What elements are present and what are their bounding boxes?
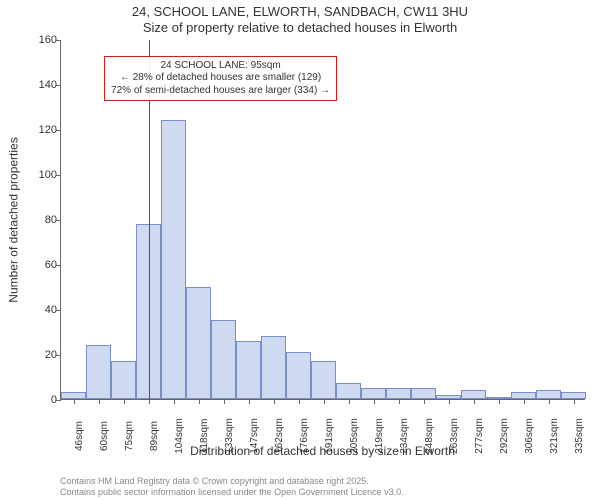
y-tick-mark — [56, 310, 61, 311]
y-tick-mark — [56, 40, 61, 41]
x-tick-mark — [449, 399, 450, 404]
x-tick-mark — [199, 399, 200, 404]
x-tick-mark — [174, 399, 175, 404]
x-tick-mark — [374, 399, 375, 404]
annotation-line: ← 28% of detached houses are smaller (12… — [111, 72, 330, 85]
x-tick-mark — [524, 399, 525, 404]
annotation-line: 24 SCHOOL LANE: 95sqm — [111, 60, 330, 73]
y-tick-label: 20 — [23, 349, 57, 361]
y-axis-label: Number of detached properties — [6, 40, 22, 400]
footer-line-1: Contains HM Land Registry data © Crown c… — [60, 476, 585, 487]
x-tick-mark — [424, 399, 425, 404]
y-tick-label: 140 — [23, 79, 57, 91]
y-tick-mark — [56, 175, 61, 176]
histogram-bar — [536, 390, 561, 399]
chart-title-main: 24, SCHOOL LANE, ELWORTH, SANDBACH, CW11… — [0, 4, 600, 19]
histogram-bar — [111, 361, 136, 399]
histogram-bar — [261, 336, 286, 399]
histogram-bar — [286, 352, 311, 399]
x-tick-mark — [399, 399, 400, 404]
y-tick-label: 120 — [23, 124, 57, 136]
histogram-bar — [511, 392, 536, 399]
histogram-bar — [361, 388, 386, 399]
histogram-bar — [211, 320, 236, 399]
x-tick-mark — [349, 399, 350, 404]
chart-container: 24, SCHOOL LANE, ELWORTH, SANDBACH, CW11… — [0, 0, 600, 500]
y-tick-label: 40 — [23, 304, 57, 316]
y-tick-label: 60 — [23, 259, 57, 271]
x-tick-mark — [499, 399, 500, 404]
x-tick-mark — [124, 399, 125, 404]
histogram-bar — [61, 392, 86, 399]
histogram-bar — [186, 287, 211, 400]
x-axis-label: Distribution of detached houses by size … — [60, 444, 585, 458]
y-tick-mark — [56, 355, 61, 356]
y-tick-label: 100 — [23, 169, 57, 181]
plot-area: 02040608010012014016046sqm60sqm75sqm89sq… — [60, 40, 585, 400]
y-tick-label: 160 — [23, 34, 57, 46]
footer-line-2: Contains public sector information licen… — [60, 487, 585, 498]
x-tick-mark — [249, 399, 250, 404]
histogram-bar — [311, 361, 336, 399]
x-tick-mark — [474, 399, 475, 404]
annotation-box: 24 SCHOOL LANE: 95sqm← 28% of detached h… — [104, 56, 337, 102]
y-tick-mark — [56, 265, 61, 266]
histogram-bar — [561, 392, 586, 399]
y-tick-mark — [56, 400, 61, 401]
x-tick-mark — [299, 399, 300, 404]
x-tick-mark — [74, 399, 75, 404]
histogram-bar — [161, 120, 186, 399]
y-tick-label: 0 — [23, 394, 57, 406]
y-tick-mark — [56, 220, 61, 221]
chart-footer: Contains HM Land Registry data © Crown c… — [60, 476, 585, 499]
chart-title-sub: Size of property relative to detached ho… — [0, 20, 600, 35]
x-tick-mark — [99, 399, 100, 404]
histogram-bar — [411, 388, 436, 399]
histogram-bar — [386, 388, 411, 399]
y-tick-mark — [56, 85, 61, 86]
histogram-bar — [86, 345, 111, 399]
x-tick-mark — [274, 399, 275, 404]
y-tick-mark — [56, 130, 61, 131]
x-tick-mark — [324, 399, 325, 404]
x-tick-mark — [549, 399, 550, 404]
x-tick-mark — [574, 399, 575, 404]
histogram-bar — [236, 341, 261, 400]
histogram-bar — [336, 383, 361, 399]
y-tick-label: 80 — [23, 214, 57, 226]
annotation-line: 72% of semi-detached houses are larger (… — [111, 85, 330, 98]
x-tick-mark — [224, 399, 225, 404]
histogram-bar — [461, 390, 486, 399]
